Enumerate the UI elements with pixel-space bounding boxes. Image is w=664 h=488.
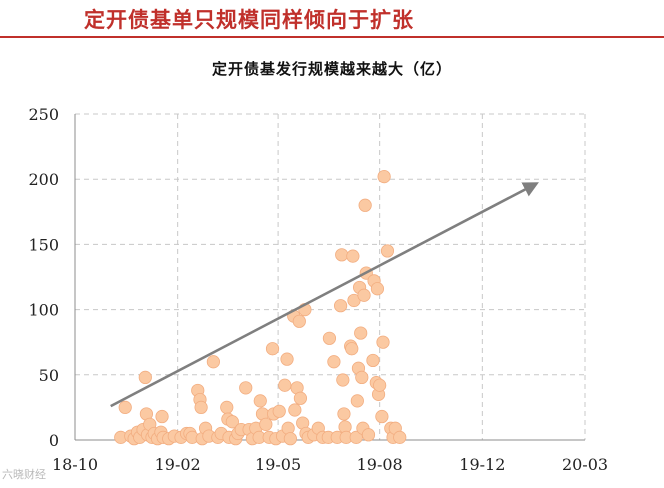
data-point <box>350 394 364 408</box>
y-tick-label: 200 <box>28 170 59 189</box>
x-tick-label: 19-02 <box>155 455 201 474</box>
data-point <box>220 400 234 414</box>
data-point <box>322 331 337 345</box>
data-point <box>239 381 253 395</box>
y-tick-label: 250 <box>28 105 59 124</box>
data-point <box>336 373 350 387</box>
data-point <box>377 169 391 184</box>
data-point <box>393 430 407 444</box>
data-point <box>280 352 294 366</box>
data-point <box>345 342 359 356</box>
data-point <box>138 370 152 385</box>
title-divider <box>0 36 664 38</box>
data-point <box>206 355 220 369</box>
data-point <box>327 355 341 369</box>
data-point <box>361 428 376 442</box>
data-point <box>366 353 380 368</box>
watermark: 六晓财经 <box>2 468 46 481</box>
data-point <box>380 244 395 258</box>
data-point <box>355 370 369 385</box>
data-point <box>225 415 239 429</box>
data-point <box>337 407 351 421</box>
data-point <box>358 198 372 212</box>
data-point <box>346 249 360 263</box>
data-point <box>272 404 286 418</box>
data-point <box>370 282 385 296</box>
data-point <box>283 432 297 446</box>
chart-title: 定开债基发行规模越来越大（亿） <box>211 60 452 78</box>
slide-title: 定开债基单只规模同样倾向于扩张 <box>84 7 414 32</box>
data-point <box>293 391 308 405</box>
data-point <box>375 409 389 424</box>
data-point <box>376 335 390 349</box>
data-point <box>349 430 363 444</box>
data-point <box>259 417 273 431</box>
y-tick-label: 0 <box>49 431 59 450</box>
x-tick-label: 19-08 <box>357 455 403 474</box>
data-point <box>253 394 267 408</box>
x-tick-label: 19-12 <box>459 455 505 474</box>
data-point <box>155 409 169 424</box>
y-tick-label: 100 <box>28 301 59 320</box>
data-point <box>288 403 302 417</box>
data-point <box>335 248 349 262</box>
data-point <box>334 299 348 313</box>
data-point <box>292 314 306 328</box>
data-point <box>118 400 132 414</box>
x-tick-label: 20-03 <box>562 455 608 474</box>
data-point <box>373 378 387 392</box>
x-tick-label: 18-10 <box>52 455 98 474</box>
trend-arrow <box>110 182 539 408</box>
y-tick-label: 50 <box>39 366 59 385</box>
data-point <box>357 288 371 302</box>
data-point <box>194 400 208 414</box>
data-point <box>354 326 368 340</box>
y-tick-label: 150 <box>28 235 59 254</box>
data-point <box>278 378 292 392</box>
data-point <box>265 342 280 356</box>
x-tick-label: 19-05 <box>255 455 301 474</box>
